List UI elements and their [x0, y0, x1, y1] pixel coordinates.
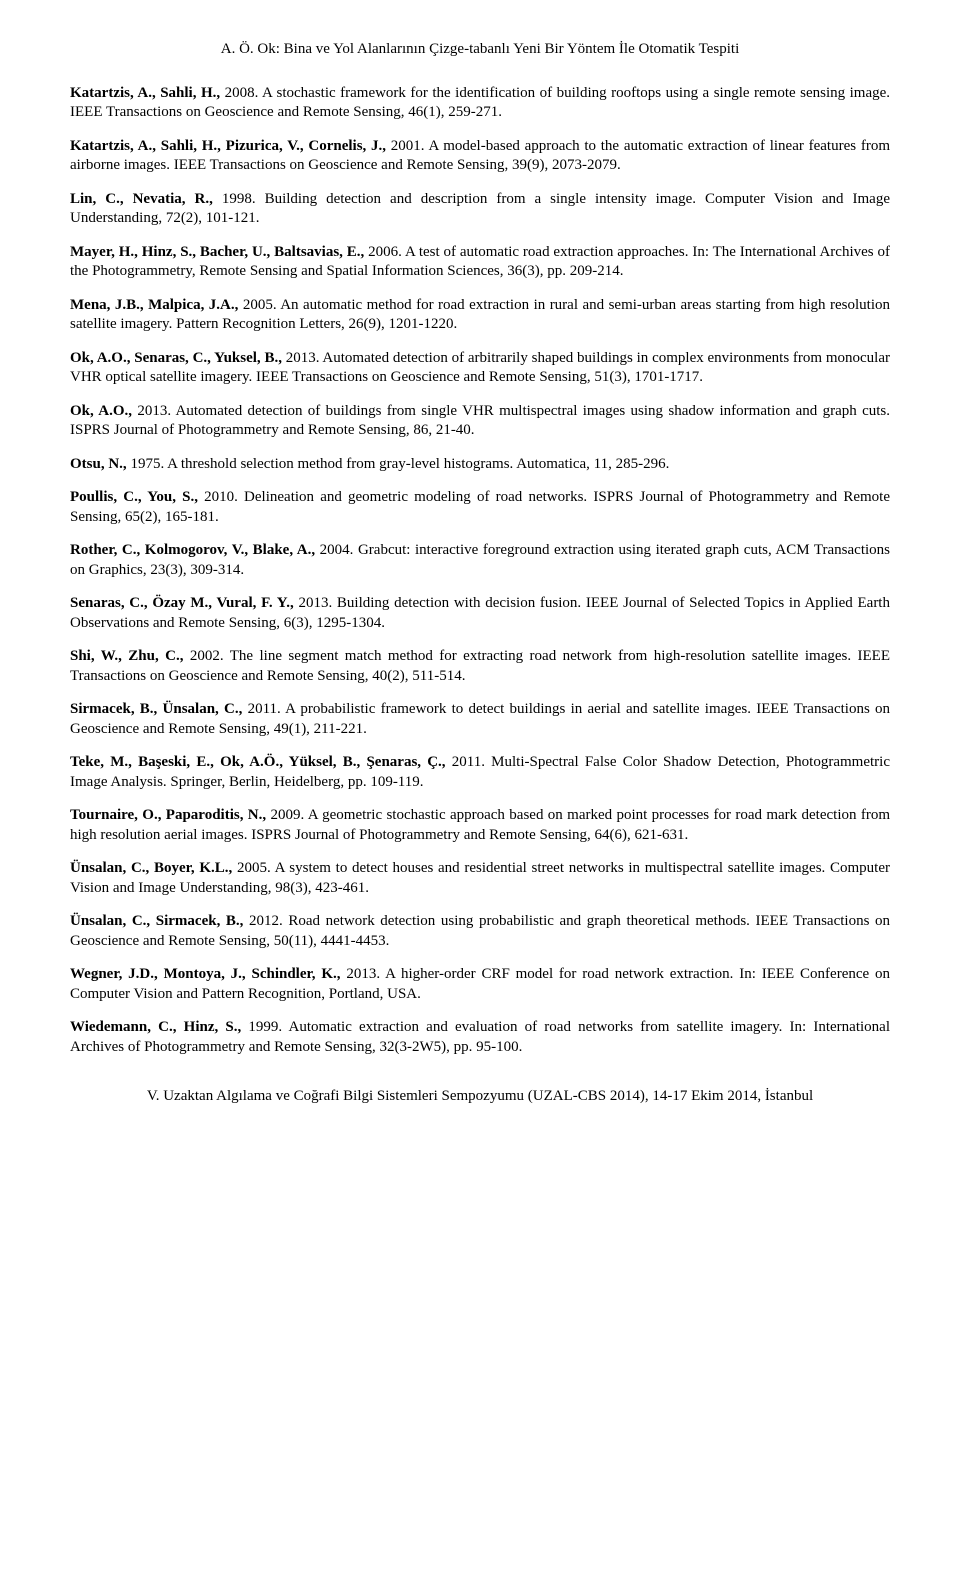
reference-text: 2013. Automated detection of buildings f…: [70, 403, 890, 439]
reference-item: Katartzis, A., Sahli, H., Pizurica, V., …: [70, 137, 890, 176]
reference-authors: Lin, C., Nevatia, R.,: [70, 191, 213, 207]
reference-authors: Ok, A.O., Senaras, C., Yuksel, B.,: [70, 350, 282, 366]
reference-item: Tournaire, O., Paparoditis, N., 2009. A …: [70, 806, 890, 845]
reference-authors: Sirmacek, B., Ünsalan, C.,: [70, 701, 242, 717]
page-header: A. Ö. Ok: Bina ve Yol Alanlarının Çizge-…: [70, 40, 890, 60]
reference-item: Ünsalan, C., Boyer, K.L., 2005. A system…: [70, 859, 890, 898]
reference-authors: Wegner, J.D., Montoya, J., Schindler, K.…: [70, 966, 341, 982]
reference-authors: Katartzis, A., Sahli, H.,: [70, 85, 220, 101]
reference-authors: Rother, C., Kolmogorov, V., Blake, A.,: [70, 542, 315, 558]
reference-item: Shi, W., Zhu, C., 2002. The line segment…: [70, 647, 890, 686]
reference-item: Ünsalan, C., Sirmacek, B., 2012. Road ne…: [70, 912, 890, 951]
reference-authors: Katartzis, A., Sahli, H., Pizurica, V., …: [70, 138, 386, 154]
reference-authors: Poullis, C., You, S.,: [70, 489, 198, 505]
reference-item: Ok, A.O., 2013. Automated detection of b…: [70, 402, 890, 441]
reference-item: Senaras, C., Özay M., Vural, F. Y., 2013…: [70, 594, 890, 633]
reference-authors: Otsu, N.,: [70, 456, 127, 472]
reference-authors: Ünsalan, C., Sirmacek, B.,: [70, 913, 243, 929]
reference-item: Ok, A.O., Senaras, C., Yuksel, B., 2013.…: [70, 349, 890, 388]
reference-authors: Senaras, C., Özay M., Vural, F. Y.,: [70, 595, 294, 611]
page-footer: V. Uzaktan Algılama ve Coğrafi Bilgi Sis…: [70, 1087, 890, 1107]
reference-authors: Tournaire, O., Paparoditis, N.,: [70, 807, 266, 823]
reference-authors: Mayer, H., Hinz, S., Bacher, U., Baltsav…: [70, 244, 364, 260]
page-content: A. Ö. Ok: Bina ve Yol Alanlarının Çizge-…: [0, 0, 960, 1137]
reference-authors: Shi, W., Zhu, C.,: [70, 648, 183, 664]
reference-item: Rother, C., Kolmogorov, V., Blake, A., 2…: [70, 541, 890, 580]
reference-authors: Ünsalan, C., Boyer, K.L.,: [70, 860, 232, 876]
reference-authors: Wiedemann, C., Hinz, S.,: [70, 1019, 241, 1035]
reference-item: Mayer, H., Hinz, S., Bacher, U., Baltsav…: [70, 243, 890, 282]
reference-text: 2002. The line segment match method for …: [70, 648, 890, 684]
reference-item: Mena, J.B., Malpica, J.A., 2005. An auto…: [70, 296, 890, 335]
reference-authors: Mena, J.B., Malpica, J.A.,: [70, 297, 238, 313]
reference-item: Poullis, C., You, S., 2010. Delineation …: [70, 488, 890, 527]
reference-item: Wegner, J.D., Montoya, J., Schindler, K.…: [70, 965, 890, 1004]
reference-item: Lin, C., Nevatia, R., 1998. Building det…: [70, 190, 890, 229]
reference-authors: Teke, M., Başeski, E., Ok, A.Ö., Yüksel,…: [70, 754, 446, 770]
reference-item: Wiedemann, C., Hinz, S., 1999. Automatic…: [70, 1018, 890, 1057]
references-list: Katartzis, A., Sahli, H., 2008. A stocha…: [70, 84, 890, 1058]
reference-item: Otsu, N., 1975. A threshold selection me…: [70, 455, 890, 475]
reference-text: 1975. A threshold selection method from …: [127, 456, 670, 472]
reference-authors: Ok, A.O.,: [70, 403, 132, 419]
reference-item: Sirmacek, B., Ünsalan, C., 2011. A proba…: [70, 700, 890, 739]
reference-item: Katartzis, A., Sahli, H., 2008. A stocha…: [70, 84, 890, 123]
reference-item: Teke, M., Başeski, E., Ok, A.Ö., Yüksel,…: [70, 753, 890, 792]
